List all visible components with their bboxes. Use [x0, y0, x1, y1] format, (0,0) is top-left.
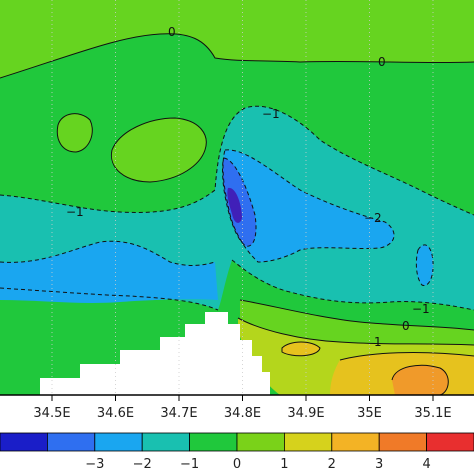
- contour-2-bottom: [339, 352, 474, 361]
- patch-0-to-1-left: [57, 113, 93, 152]
- contour-minus1-lower: [0, 287, 219, 311]
- colorbar-swatch: [426, 432, 474, 452]
- colorbar-swatch: [189, 432, 238, 452]
- colorbar-tick-label: 0: [233, 457, 241, 472]
- patch-0-to-1-center: [111, 118, 207, 182]
- colorbar-swatch: [94, 432, 143, 452]
- contour-minus1-right-lower: [231, 259, 474, 311]
- contour-0-center-patch: [110, 117, 207, 183]
- contour-minus2-center: [222, 149, 395, 263]
- contour-label: −1: [262, 107, 280, 121]
- band-below-minus4: [227, 187, 242, 223]
- x-tick-label: 34.9E: [287, 406, 324, 421]
- contour-3: [391, 364, 449, 395]
- colorbar-swatch: [141, 432, 190, 452]
- colorbar-swatch: [331, 432, 380, 452]
- x-axis-ticks: 34.5E 34.6E 34.7E 34.8E 34.9E 35E 35.1E: [33, 395, 452, 421]
- colorbar-swatch: [378, 432, 428, 452]
- contour-minus1-left: [0, 105, 474, 216]
- filled-contours: [0, 0, 474, 395]
- contour-label: −2: [364, 211, 382, 225]
- colorbar-tick-label: 2: [328, 457, 336, 472]
- colorbar-tick-label: 3: [375, 457, 383, 472]
- band-minus3-to-minus2-right: [416, 244, 434, 286]
- colorbar-tick-label: 1: [280, 457, 288, 472]
- colorbar-swatch: [283, 432, 333, 452]
- x-tick-label: 34.6E: [97, 406, 134, 421]
- x-tick-label: 34.8E: [224, 406, 261, 421]
- colorbar-tick-label: −3: [85, 457, 104, 472]
- contour-2-small: [281, 341, 321, 357]
- contour-lines: [0, 33, 474, 395]
- band-3-to-4: [392, 365, 449, 395]
- contour-label: 1: [374, 335, 382, 349]
- colorbar-swatch: [236, 432, 285, 452]
- colorbar-swatch: [0, 432, 48, 452]
- contour-label: −1: [66, 205, 84, 219]
- x-tick-label: 35.1E: [414, 406, 451, 421]
- colorbar-swatch: [47, 432, 96, 452]
- contour-minus3: [222, 157, 257, 247]
- x-tick-label: 34.5E: [33, 406, 70, 421]
- contour-0-bottom: [239, 299, 474, 331]
- contour-label: 0: [168, 25, 176, 39]
- colorbar: −3 −2 −1 0 1 2 3 4: [0, 432, 474, 472]
- contour-0-top: [0, 33, 474, 79]
- contour-minus2-left: [0, 240, 216, 266]
- contour-label: −1: [412, 302, 430, 316]
- x-tick-label: 35E: [357, 406, 382, 421]
- band-0-to-1-top: [0, 0, 474, 78]
- colorbar-tick-label: −1: [180, 457, 199, 472]
- contour-1-bottom: [237, 317, 474, 346]
- x-tick-label: 34.7E: [160, 406, 197, 421]
- band-2-to-3-small: [282, 342, 320, 356]
- contour-label-group: 0 0 −1 −1 −2 −1 0 1: [66, 25, 430, 349]
- band-minus3-to-minus2: [0, 241, 218, 303]
- colorbar-tick-label: −2: [133, 457, 152, 472]
- contour-0-left-patch: [56, 113, 93, 153]
- contour-label: 0: [378, 55, 386, 69]
- colorbar-tick-label: 4: [422, 457, 430, 472]
- band-minus3-to-minus2-center: [223, 149, 395, 262]
- land-mask: [40, 312, 270, 395]
- contour-label: 0: [402, 319, 410, 333]
